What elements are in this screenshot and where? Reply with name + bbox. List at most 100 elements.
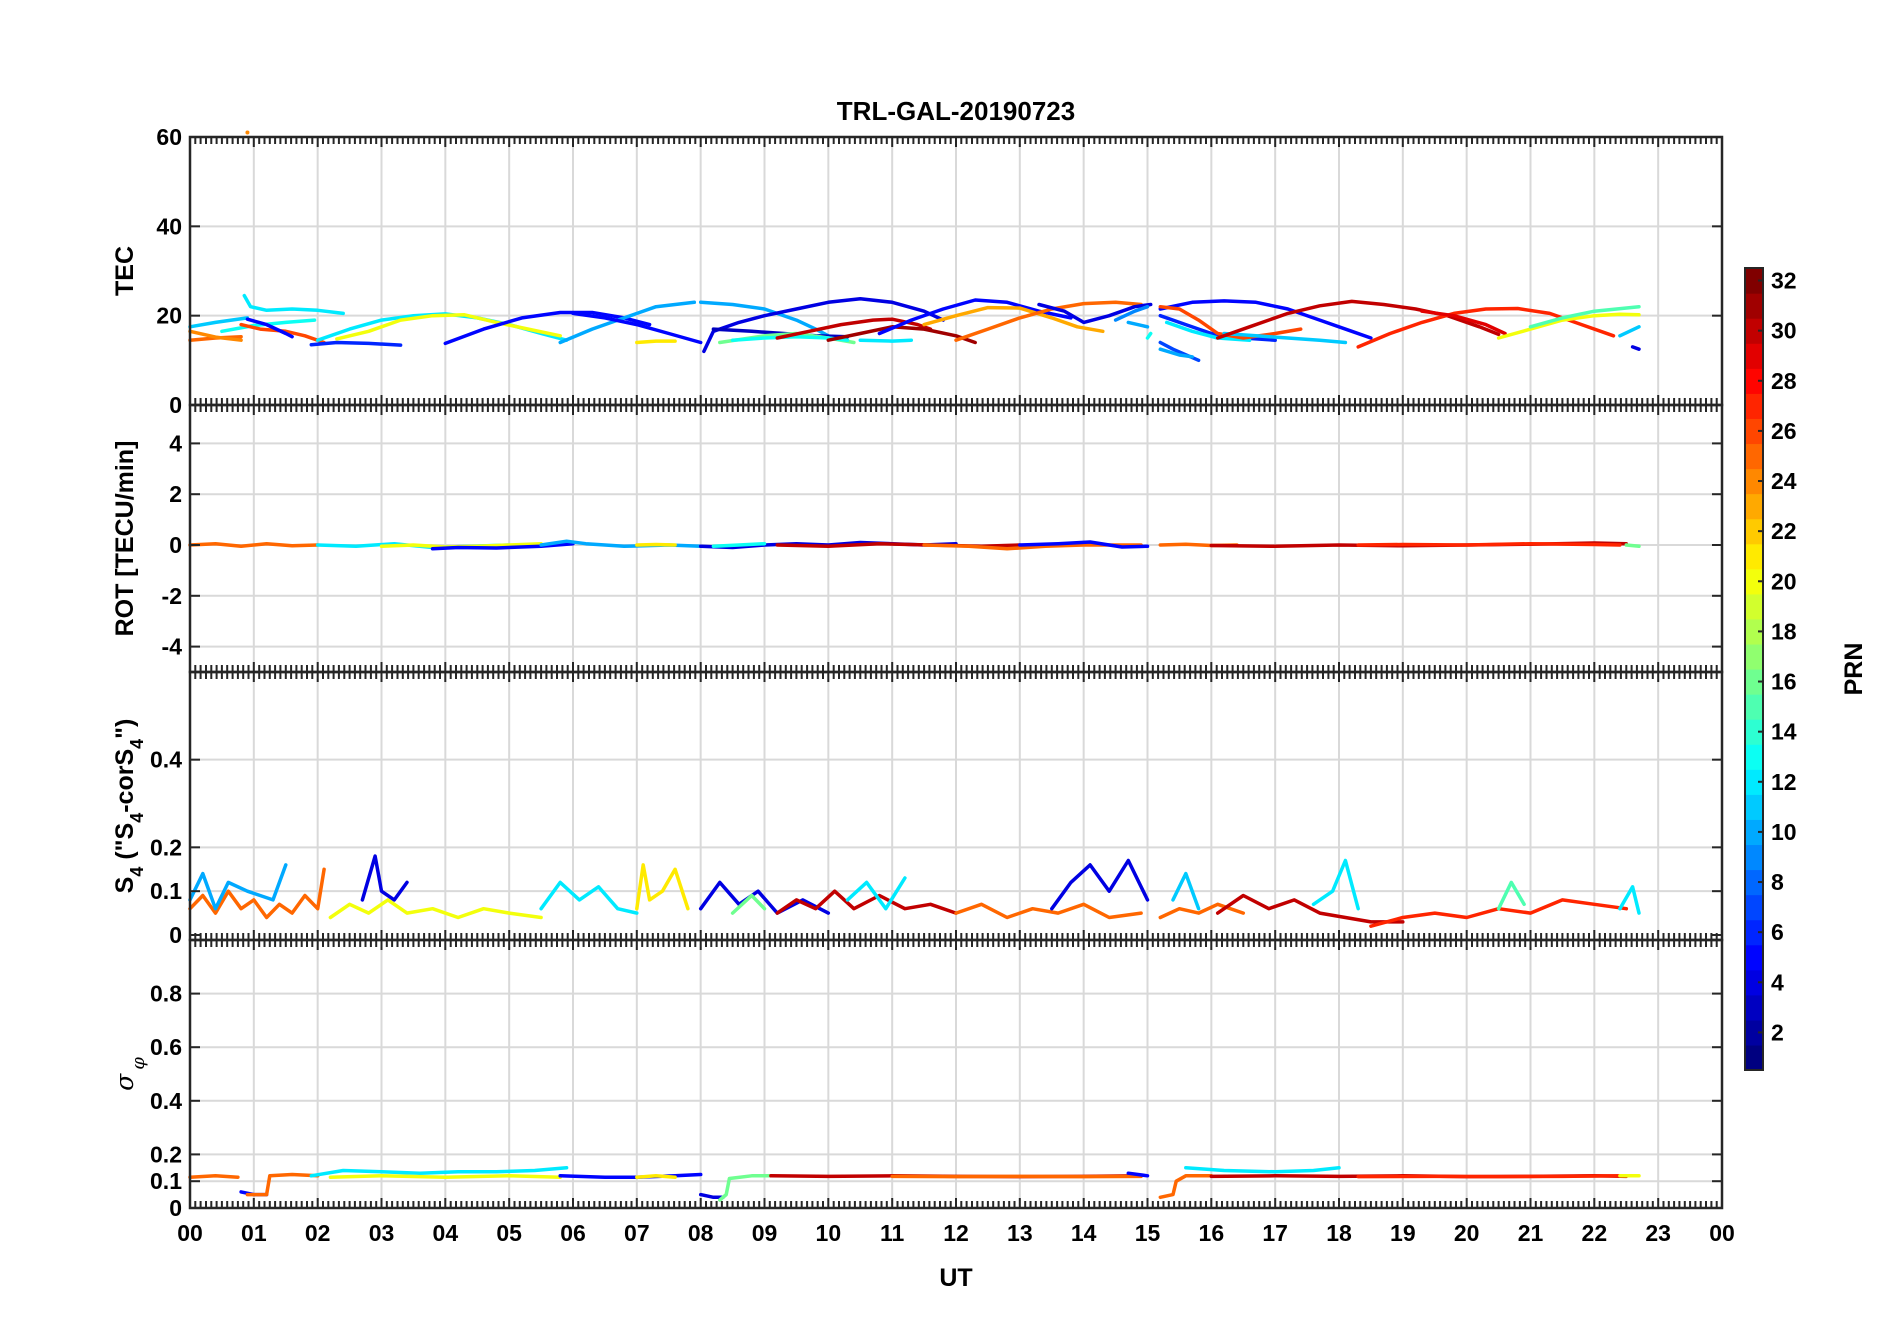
y-axis-label-s4: S4 ("S4-corS4") xyxy=(111,719,147,894)
colorbar-segment xyxy=(1745,543,1763,570)
y-tick-label: 60 xyxy=(156,124,182,150)
colorbar-segment xyxy=(1745,493,1763,520)
colorbar-segment xyxy=(1745,919,1763,946)
colorbar-segment xyxy=(1745,318,1763,344)
x-tick-label: 16 xyxy=(1199,1220,1225,1246)
series-prn-21 xyxy=(635,1174,677,1179)
series-prn-4 xyxy=(360,854,409,902)
panel-rot: -4 -2 0 2 4 ROT [TECU/min] xyxy=(111,403,1724,674)
colorbar-segment xyxy=(1745,844,1763,871)
colorbar-segment xyxy=(1745,468,1763,495)
series-prn-15 xyxy=(1496,880,1526,911)
x-tick-label: 07 xyxy=(624,1220,650,1246)
series-prn-6 xyxy=(1158,313,1277,342)
y-tick-label: 0 xyxy=(169,922,182,948)
colorbar-segment xyxy=(1745,618,1763,645)
y-tick-label: 0.1 xyxy=(150,1168,182,1194)
colorbar-segment xyxy=(1745,819,1763,846)
series-prn-10 xyxy=(558,300,697,345)
series-prn-13 xyxy=(220,318,317,334)
colorbar-segment xyxy=(1745,794,1763,820)
y-axis-rot: -4 -2 0 2 4 xyxy=(162,430,1722,660)
colorbar-tick-label: 8 xyxy=(1771,869,1784,895)
series-prn-16 xyxy=(730,893,767,915)
y-tick-label: 4 xyxy=(169,430,182,456)
minor-tick-marks xyxy=(189,672,1723,940)
colorbar-segment xyxy=(1745,719,1763,745)
x-tick-label: 13 xyxy=(1007,1220,1033,1246)
colorbar-segment xyxy=(1745,268,1763,294)
colorbar-segment xyxy=(1745,418,1763,445)
series-prn-21 xyxy=(635,339,677,345)
series-prn-25 xyxy=(188,541,320,549)
colorbar-segment xyxy=(1745,769,1763,795)
x-tick-label: 08 xyxy=(688,1220,714,1246)
series-prn-25 xyxy=(188,867,326,920)
series-prn-4 xyxy=(698,880,831,915)
colorbar-segment xyxy=(1745,593,1763,620)
colorbar-tick-label: 16 xyxy=(1771,669,1797,695)
series-prn-20 xyxy=(1496,312,1641,340)
series-prn-25 xyxy=(188,1174,240,1179)
colorbar-tick-label: 4 xyxy=(1771,969,1784,995)
x-axis: 00 01 02 03 04 05 06 07 08 09 10 11 12 13 14 15 16 17 18 19… xyxy=(177,1220,1735,1246)
y-tick-label: 0 xyxy=(169,532,182,558)
y-axis-label-tec: TEC xyxy=(111,246,139,296)
series-prn-4 xyxy=(1037,302,1153,325)
series-prn-5 xyxy=(571,311,703,345)
colorbar-tick-label: 6 xyxy=(1771,919,1784,945)
series-prn-10 xyxy=(1126,320,1150,329)
series-prn-9 xyxy=(1113,304,1150,322)
colorbar-tick-label: 14 xyxy=(1771,719,1797,745)
x-tick-label: 12 xyxy=(943,1220,969,1246)
series-prn-25 xyxy=(245,1172,320,1197)
colorbar-segment xyxy=(1745,518,1763,545)
series-prn-16 xyxy=(1624,543,1641,549)
y-tick-label: 0 xyxy=(169,1195,182,1221)
series-prn-5 xyxy=(430,541,575,551)
series-prn-30 xyxy=(775,889,958,915)
y-tick-label: 0.1 xyxy=(150,878,182,904)
x-tick-label: 02 xyxy=(305,1220,331,1246)
x-tick-label: 10 xyxy=(816,1220,842,1246)
series-prn-30 xyxy=(775,317,933,340)
series-prn-11 xyxy=(188,316,250,329)
minor-tick-marks xyxy=(189,137,1723,405)
colorbar-segment xyxy=(1745,669,1763,695)
series-prn-27 xyxy=(1356,541,1622,547)
y-tick-label: 20 xyxy=(156,303,182,329)
colorbar-segment xyxy=(1745,568,1763,595)
x-tick-label: 20 xyxy=(1454,1220,1480,1246)
x-tick-label: 22 xyxy=(1582,1220,1608,1246)
series-prn-25 xyxy=(922,543,1143,551)
y-tick-label: -4 xyxy=(162,634,183,660)
minor-tick-marks xyxy=(189,940,1723,1208)
x-tick-label: 21 xyxy=(1518,1220,1544,1246)
x-tick-label: 15 xyxy=(1135,1220,1161,1246)
colorbar-tick-label: 32 xyxy=(1771,268,1797,294)
chart-title: TRL-GAL-20190723 xyxy=(837,96,1075,126)
x-tick-label: 11 xyxy=(880,1220,905,1246)
series-prn-12 xyxy=(539,880,639,915)
series-prn-4 xyxy=(702,296,945,354)
series-prn-12 xyxy=(1184,1166,1341,1174)
y-axis-label-sigma_phi: σφ xyxy=(110,1057,149,1091)
series-prn-23 xyxy=(922,305,1105,334)
panel-tec: 0 20 40 60 TEC xyxy=(111,124,1724,418)
y-tick-label: -2 xyxy=(162,583,182,609)
series-prn-4 xyxy=(698,1192,725,1200)
series-prn-20 xyxy=(335,313,562,341)
colorbar-tick-label: 26 xyxy=(1771,418,1797,444)
series-group-s4 xyxy=(188,854,1641,928)
colorbar-segment xyxy=(1745,643,1763,670)
colorbar-label: PRN xyxy=(1840,643,1868,696)
colorbar-segment xyxy=(1745,443,1763,470)
x-tick-label: 23 xyxy=(1645,1220,1671,1246)
x-tick-label: 05 xyxy=(496,1220,522,1246)
series-prn-10 xyxy=(188,863,288,911)
y-tick-label: 0 xyxy=(169,392,182,418)
y-tick-label: 0.8 xyxy=(150,981,182,1007)
series-prn-25 xyxy=(954,902,1143,920)
series-prn-24 xyxy=(245,130,250,135)
